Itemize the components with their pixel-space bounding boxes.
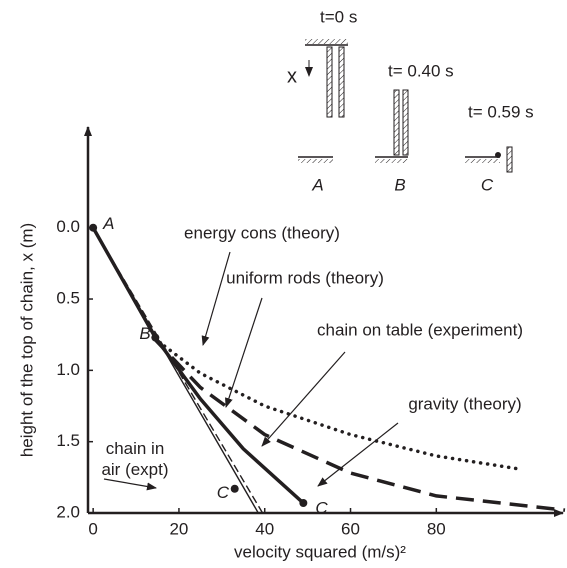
y-tick-label: 1.5 — [56, 431, 80, 450]
x-tick-label: 0 — [88, 519, 97, 538]
series-line — [151, 336, 566, 512]
point-label: C — [315, 498, 328, 517]
annotation-arrow — [317, 422, 399, 487]
inset-time: t=0 s — [320, 7, 357, 26]
inset-stage: B — [394, 175, 405, 194]
y-tick-label: 1.0 — [56, 360, 80, 379]
annotation-arrow — [201, 251, 231, 346]
annotation: gravity (theory) — [408, 394, 521, 413]
inset-time: t= 0.59 s — [468, 102, 534, 121]
x-tick-label: 80 — [427, 519, 446, 538]
point-label: A — [102, 214, 114, 233]
annotation: energy cons (theory) — [184, 223, 340, 242]
series-line — [91, 226, 305, 505]
y-tick-label: 0.5 — [56, 289, 80, 308]
point-marker — [151, 333, 160, 342]
annotation-arrow — [103, 478, 157, 491]
point-label: B — [139, 324, 150, 343]
y-tick-label: 0.0 — [56, 217, 80, 236]
y-tick-label: 2.0 — [56, 502, 80, 521]
inset-diagram — [298, 39, 513, 173]
inset-x-label: x — [287, 65, 297, 87]
x-tick-label: 40 — [255, 519, 274, 538]
point-label: C — [217, 483, 230, 502]
point-marker — [299, 499, 308, 508]
annotation: chain on table (experiment) — [317, 320, 523, 339]
x-axis-label: velocity squared (m/s)² — [234, 542, 406, 561]
inset-stage: C — [481, 175, 494, 194]
y-axis-label: height of the top of chain, x (m) — [17, 223, 36, 457]
annotation: uniform rods (theory) — [226, 268, 384, 287]
annotation-arrow — [225, 297, 263, 408]
point-marker — [230, 484, 239, 493]
point-marker — [89, 223, 98, 232]
inset-time: t= 0.40 s — [388, 61, 454, 80]
series-line — [151, 335, 520, 471]
series-line — [92, 227, 259, 514]
x-tick-label: 60 — [341, 519, 360, 538]
inset-stage: A — [311, 175, 323, 194]
annotation: chain in air (expt) — [101, 439, 169, 479]
x-tick-label: 20 — [169, 519, 188, 538]
annotation-arrow — [261, 351, 346, 447]
